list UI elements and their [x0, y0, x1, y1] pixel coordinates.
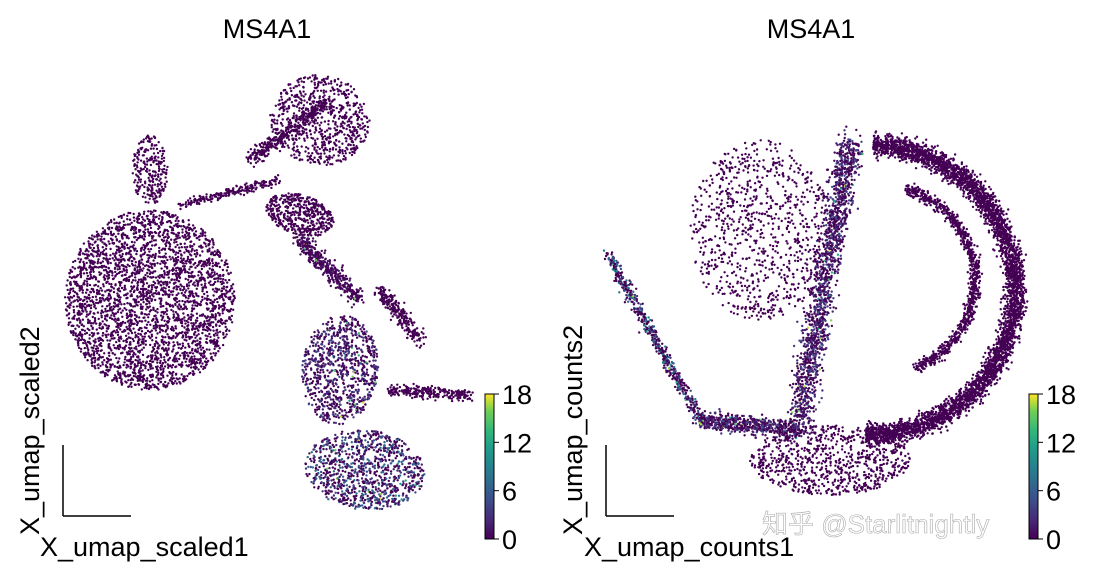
scatter-points-counts: [602, 125, 1029, 497]
colorbar-gradient: [484, 393, 495, 540]
plot-title-scaled: MS4A1: [223, 14, 312, 44]
panel-umap-counts: MS4A1 X_umap_counts1 X_umap_counts2 0 6 12…: [558, 14, 1076, 562]
colorbar-tick-label: 12: [1046, 428, 1076, 458]
colorbar-tick-label: 0: [502, 525, 517, 555]
colorbar-ticks-scaled: 0 6 12 18: [494, 380, 532, 555]
plot-title-counts: MS4A1: [767, 14, 856, 44]
colorbar-tick-label: 18: [502, 380, 532, 410]
colorbar-ticks-counts: 0 6 12 18: [1038, 380, 1076, 555]
axis-arrows-counts: [605, 445, 674, 517]
y-axis-label-counts: X_umap_counts2: [558, 325, 588, 535]
colorbar-tick-label: 18: [1046, 380, 1076, 410]
panel-umap-scaled: MS4A1 X_umap_scaled1 X_umap_scaled2 0 6 12…: [15, 14, 532, 562]
colorbar-tick-label: 6: [502, 477, 517, 507]
colorbar-tick-label: 12: [502, 428, 532, 458]
scatter-points-scaled: [63, 74, 474, 511]
colorbar-tick-label: 6: [1046, 477, 1061, 507]
y-axis-label-scaled: X_umap_scaled2: [15, 326, 45, 535]
colorbar-scaled: 0 6 12 18: [484, 380, 532, 555]
axis-arrows-scaled: [62, 445, 131, 517]
colorbar-tick-label: 0: [1046, 525, 1061, 555]
colorbar-counts: 0 6 12 18: [1028, 380, 1076, 555]
colorbar-gradient: [1028, 393, 1039, 540]
x-axis-label-scaled: X_umap_scaled1: [40, 532, 249, 562]
watermark: 知乎 @Starlitnightly: [762, 509, 989, 539]
x-axis-label-counts: X_umap_counts1: [584, 532, 794, 562]
